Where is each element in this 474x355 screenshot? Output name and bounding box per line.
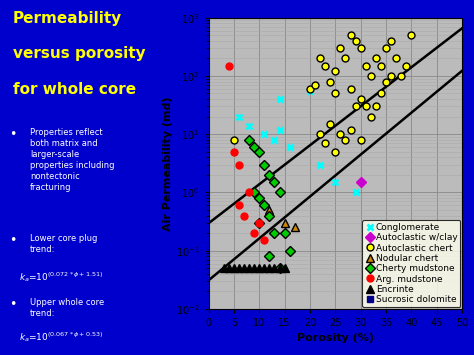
X-axis label: Porosity (%): Porosity (%): [297, 333, 374, 343]
Text: versus porosity: versus porosity: [13, 46, 146, 61]
Text: •: •: [9, 234, 17, 247]
Text: Lower core plug
trend:: Lower core plug trend:: [30, 234, 97, 255]
Text: Permeability: Permeability: [13, 11, 122, 26]
Text: •: •: [9, 128, 17, 141]
Text: Upper whole core
trend:: Upper whole core trend:: [30, 298, 104, 318]
Text: $k_a$=10$^{(0.072*\phi+1.51)}$: $k_a$=10$^{(0.072*\phi+1.51)}$: [19, 270, 103, 284]
Legend: Conglomerate, Autoclastic w/clay, Autoclastic chert, Nodular chert, Cherty mudst: Conglomerate, Autoclastic w/clay, Autocl…: [362, 220, 460, 307]
Text: $k_a$=10$^{(0.067*\phi+0.53)}$: $k_a$=10$^{(0.067*\phi+0.53)}$: [19, 330, 103, 344]
Text: for whole core: for whole core: [13, 82, 136, 97]
Text: Properties reflect
both matrix and
larger-scale
properties including
nontectonic: Properties reflect both matrix and large…: [30, 128, 114, 192]
Text: •: •: [9, 298, 17, 311]
Y-axis label: Air Permeability (md): Air Permeability (md): [163, 96, 173, 230]
